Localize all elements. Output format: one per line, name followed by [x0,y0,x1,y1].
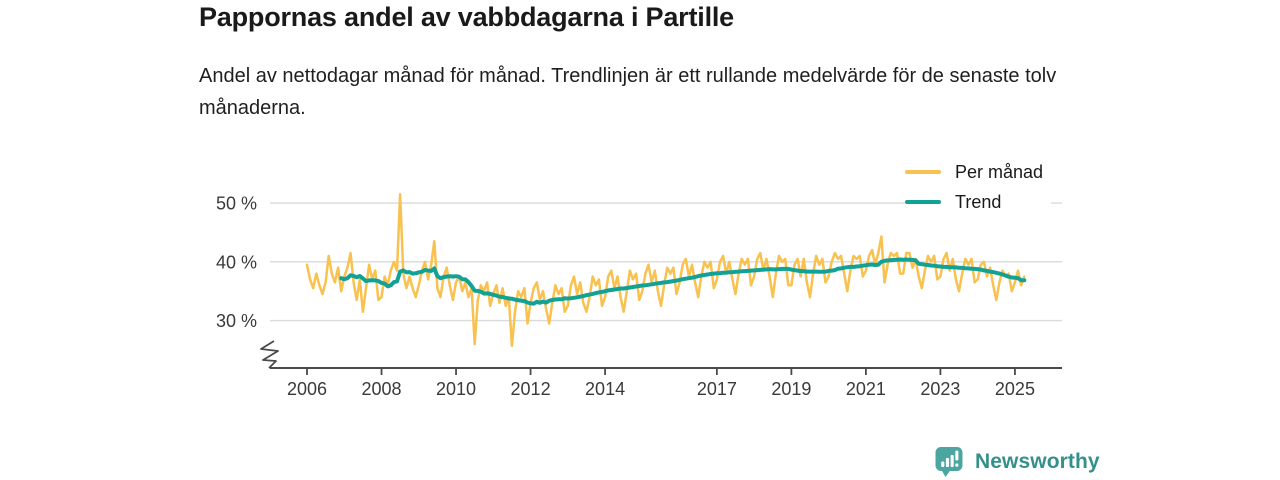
per-manad-legend-label: Per månad [955,161,1044,182]
x-axis-tick-label: 2014 [585,379,625,399]
y-axis-tick-label: 30 % [216,311,257,331]
brand-logo: Newsworthy [933,445,1100,479]
x-axis-tick-label: 2010 [436,379,476,399]
per-manad-series-line [305,192,1026,348]
y-axis-tick-label: 50 % [216,194,257,214]
y-axis-labels: 30 % 40 % 50 % [216,194,257,331]
x-axis-tick-label: 2006 [287,379,327,399]
x-axis-tick-label: 2023 [920,379,960,399]
legend: Per månad Trend [905,160,1052,214]
trend-legend-swatch [905,200,941,204]
per-manad-legend-swatch [905,170,941,174]
x-axis-ticks: 2006 2008 2010 2012 2014 2017 2019 2021 2023 2025 [287,368,1035,399]
x-axis-tick-label: 2025 [995,379,1035,399]
x-axis-tick-label: 2021 [846,379,886,399]
brand-name: Newsworthy [975,450,1100,473]
x-axis-tick-label: 2017 [697,379,737,399]
x-axis-tick-label: 2019 [771,379,811,399]
legend-item-per-manad: Per månad [905,160,1052,184]
newsworthy-bar-chart-icon [935,447,963,477]
trend-legend-label: Trend [955,191,1002,212]
x-axis-tick-label: 2008 [361,379,401,399]
y-axis-break-icon [260,340,279,369]
legend-item-trend: Trend [905,190,1052,214]
chart-subtitle: Andel av nettodagar månad för månad. Tre… [199,65,1057,120]
trend-series-line [339,257,1027,306]
chart-title: Pappornas andel av vabbdagarna i Partill… [199,2,734,32]
y-axis-tick-label: 40 % [216,252,257,272]
x-axis-tick-label: 2012 [511,379,551,399]
